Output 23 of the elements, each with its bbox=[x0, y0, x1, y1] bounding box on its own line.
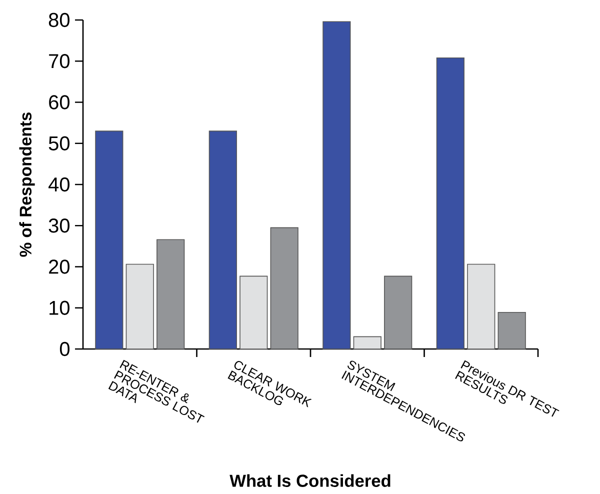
bar bbox=[322, 21, 351, 350]
bar bbox=[353, 336, 382, 350]
bar bbox=[156, 239, 185, 350]
y-axis-title: % of Respondents bbox=[19, 112, 35, 257]
bar bbox=[208, 130, 237, 350]
bar bbox=[240, 276, 268, 350]
y-tick-label: 0 bbox=[60, 342, 70, 356]
y-tick-label: 50 bbox=[48, 136, 70, 150]
y-tick-label: 10 bbox=[50, 300, 70, 315]
bar bbox=[95, 130, 124, 350]
y-tick-label: 20 bbox=[49, 260, 70, 274]
bar bbox=[498, 312, 526, 350]
bar bbox=[384, 276, 412, 350]
bar bbox=[126, 264, 154, 350]
y-tick-label: 80 bbox=[48, 12, 70, 28]
bar bbox=[270, 227, 298, 350]
x-axis-title: What Is Considered bbox=[230, 474, 390, 487]
y-tick-label: 40 bbox=[48, 177, 70, 192]
bar bbox=[467, 264, 496, 350]
y-tick-label: 30 bbox=[48, 218, 70, 233]
y-tick-label: 60 bbox=[49, 95, 70, 110]
bar bbox=[436, 57, 464, 350]
y-tick-label: 70 bbox=[49, 54, 70, 68]
